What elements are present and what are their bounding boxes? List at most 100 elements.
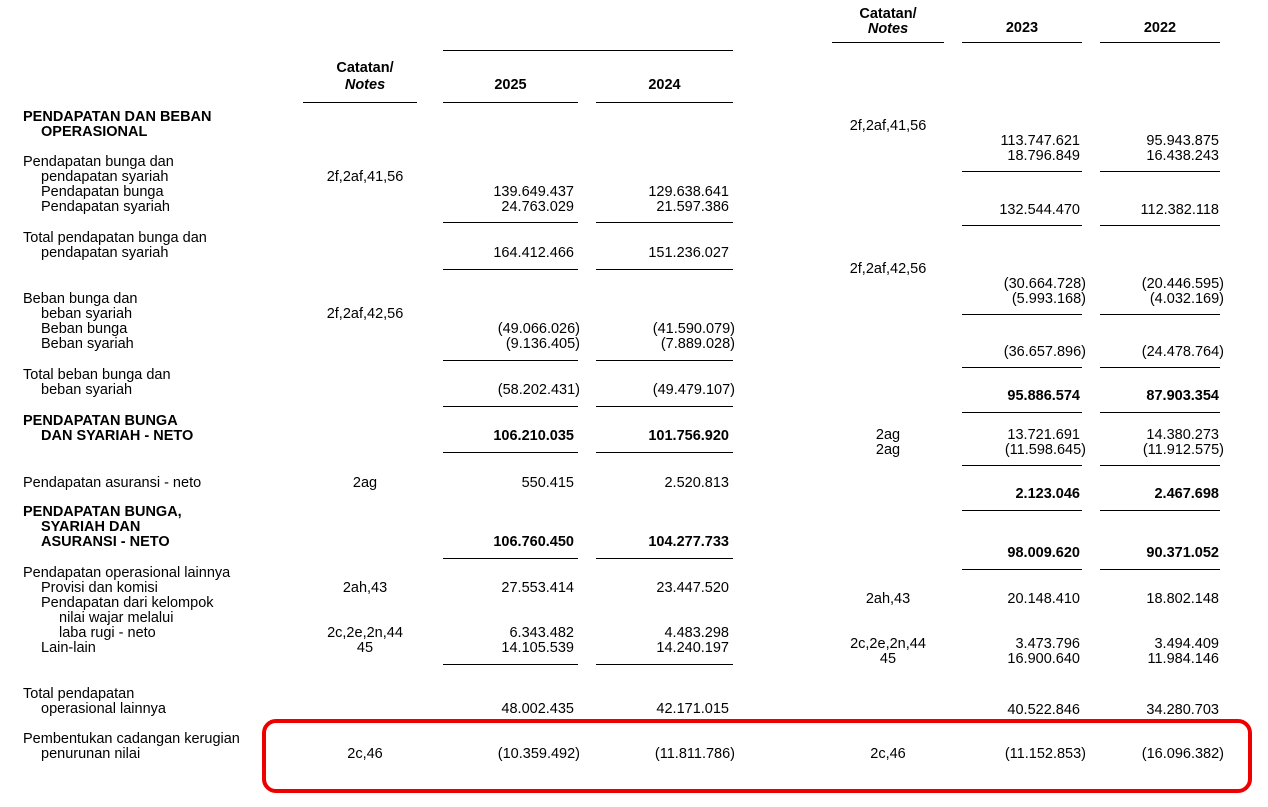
beban-bunga-2025: (49.066.026) — [497, 321, 580, 337]
total-interest-income-label-line2: pendapatan syariah — [41, 245, 169, 261]
right-rule-5a — [962, 412, 1082, 413]
net-insurance-label-line2: SYARIAH DAN — [41, 519, 141, 535]
left-2025-header-rule — [443, 102, 578, 103]
right-insurance-1-2022: 14.380.273 — [1146, 427, 1219, 443]
total-other-income-2025: 48.002.435 — [501, 701, 574, 717]
left-year-2024-header: 2024 — [648, 77, 681, 93]
left-rule-1b — [596, 222, 733, 223]
net-insurance-2025: 106.760.450 — [493, 534, 574, 550]
fair-value-notes: 2c,2e,2n,44 — [327, 625, 403, 641]
right-interest-income-notes: 2f,2af,41,56 — [849, 118, 927, 134]
beban-bunga-label: Beban bunga — [41, 321, 128, 337]
right-lain-lain-notes: 45 — [879, 651, 897, 667]
left-rule-2a — [443, 269, 578, 270]
interest-income-label-line2: pendapatan syariah — [41, 169, 169, 185]
pendapatan-syariah-2025: 24.763.029 — [501, 199, 574, 215]
impairment-label-line1: Pembentukan cadangan kerugian — [23, 731, 240, 747]
interest-expense-label-line2: beban syariah — [41, 306, 133, 322]
right-rule-1a — [962, 171, 1082, 172]
pendapatan-bunga-label: Pendapatan bunga — [41, 184, 164, 200]
fair-value-label-line1: Pendapatan dari kelompok — [41, 595, 214, 611]
right-insurance-total-2023: 2.123.046 — [1015, 486, 1080, 502]
insurance-income-label: Pendapatan asuransi - neto — [23, 475, 202, 491]
lain-lain-2024: 14.240.197 — [656, 640, 729, 656]
right-insurance-2-notes: 2ag — [875, 442, 901, 458]
net-insurance-2024: 104.277.733 — [648, 534, 729, 550]
total-interest-expense-2025: (58.202.431) — [497, 382, 580, 398]
right-fair-value-2022: 3.494.409 — [1154, 636, 1219, 652]
net-interest-2024: 101.756.920 — [648, 428, 729, 444]
right-beban-syariah-2023: (5.993.168) — [1011, 291, 1086, 307]
left-notes-header-rule — [303, 102, 417, 103]
right-2023-header-rule — [962, 42, 1082, 43]
provisi-2025: 27.553.414 — [501, 580, 574, 596]
right-total-interest-expense-2022: (24.478.764) — [1141, 344, 1224, 360]
right-rule-4b — [1100, 367, 1220, 368]
lain-lain-notes: 45 — [356, 640, 374, 656]
provisi-label: Provisi dan komisi — [41, 580, 158, 596]
left-rule-6a — [443, 558, 578, 559]
right-beban-bunga-2023: (30.664.728) — [1003, 276, 1086, 292]
impairment-highlight-frame — [262, 719, 1252, 793]
total-other-income-label-line1: Total pendapatan — [23, 686, 135, 702]
total-interest-income-2025: 164.412.466 — [493, 245, 574, 261]
insurance-income-notes: 2ag — [352, 475, 378, 491]
right-pendapatan-bunga-2023: 113.747.621 — [1000, 133, 1080, 149]
fair-value-2024: 4.483.298 — [664, 625, 729, 641]
impairment-2024: (11.811.786) — [654, 746, 735, 762]
right-total-other-income-2023: 40.522.846 — [1007, 702, 1080, 718]
left-rule-2b — [596, 269, 733, 270]
right-notes-header-line2: Notes — [867, 21, 909, 37]
net-insurance-label-line1: PENDAPATAN BUNGA, — [23, 504, 182, 520]
right-impairment-2022: (16.096.382) — [1141, 746, 1224, 762]
right-pendapatan-bunga-2022: 95.943.875 — [1146, 133, 1219, 149]
right-net-interest-2023: 95.886.574 — [1007, 388, 1080, 404]
right-fair-value-notes: 2c,2e,2n,44 — [850, 636, 926, 652]
beban-bunga-2024: (41.590.079) — [652, 321, 735, 337]
total-interest-income-2024: 151.236.027 — [648, 245, 729, 261]
left-rule-6b — [596, 558, 733, 559]
lain-lain-2025: 14.105.539 — [501, 640, 574, 656]
right-insurance-total-2022: 2.467.698 — [1154, 486, 1219, 502]
total-interest-expense-2024: (49.479.107) — [652, 382, 735, 398]
net-insurance-label-line3: ASURANSI - NETO — [41, 534, 170, 550]
fair-value-2025: 6.343.482 — [509, 625, 574, 641]
section-title-line2: OPERASIONAL — [41, 124, 148, 140]
right-year-2023-header: 2023 — [1005, 20, 1039, 36]
fair-value-label-line2: nilai wajar melalui — [59, 610, 174, 626]
right-pendapatan-syariah-2022: 16.438.243 — [1146, 148, 1219, 164]
right-rule-7b — [1100, 510, 1220, 511]
right-insurance-2-2023: (11.598.645) — [1004, 442, 1086, 458]
pendapatan-bunga-2025: 139.649.437 — [493, 184, 574, 200]
right-rule-2a — [962, 225, 1082, 226]
right-total-interest-expense-2023: (36.657.896) — [1003, 344, 1086, 360]
left-rule-5a — [443, 452, 578, 453]
right-rule-1b — [1100, 171, 1220, 172]
left-rule-7b — [596, 664, 733, 665]
net-interest-label-line1: PENDAPATAN BUNGA — [23, 413, 178, 429]
interest-income-notes: 2f,2af,41,56 — [326, 169, 404, 185]
right-fair-value-2023: 3.473.796 — [1015, 636, 1080, 652]
right-rule-3a — [962, 314, 1082, 315]
total-other-income-2024: 42.171.015 — [656, 701, 729, 717]
right-net-insurance-2023: 98.009.620 — [1007, 545, 1080, 561]
pendapatan-syariah-2024: 21.597.386 — [656, 199, 729, 215]
interest-expense-notes: 2f,2af,42,56 — [326, 306, 404, 322]
insurance-income-2024: 2.520.813 — [664, 475, 729, 491]
right-interest-expense-notes: 2f,2af,42,56 — [849, 261, 927, 277]
right-total-other-income-2022: 34.280.703 — [1146, 702, 1219, 718]
right-beban-syariah-2022: (4.032.169) — [1149, 291, 1224, 307]
right-net-insurance-2022: 90.371.052 — [1146, 545, 1219, 561]
pendapatan-bunga-2024: 129.638.641 — [648, 184, 729, 200]
insurance-income-2025: 550.415 — [521, 475, 574, 491]
interest-expense-label-line1: Beban bunga dan — [23, 291, 138, 307]
pendapatan-syariah-label: Pendapatan syariah — [41, 199, 170, 215]
right-notes-header-rule — [832, 42, 944, 43]
section-title-line1: PENDAPATAN DAN BEBAN — [23, 109, 212, 125]
right-provisi-2022: 18.802.148 — [1146, 591, 1219, 607]
right-rule-8b — [1100, 569, 1220, 570]
impairment-notes: 2c,46 — [347, 746, 383, 762]
right-rule-8a — [962, 569, 1082, 570]
provisi-notes: 2ah,43 — [342, 580, 388, 596]
right-provisi-2023: 20.148.410 — [1007, 591, 1080, 607]
